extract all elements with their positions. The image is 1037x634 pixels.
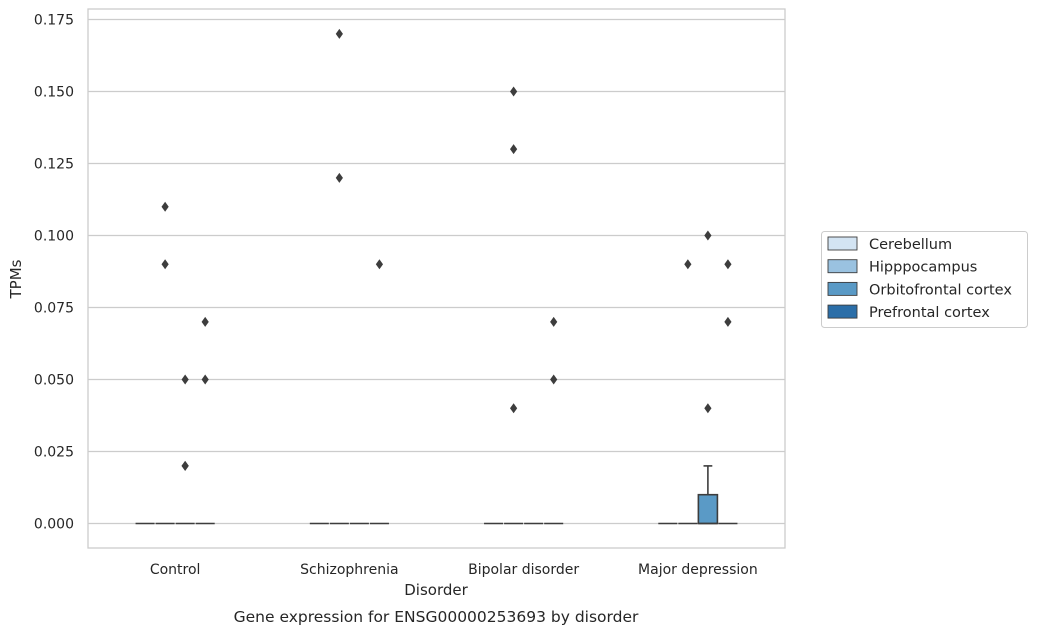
y-axis-label: TPMs bbox=[7, 259, 25, 299]
outlier-point bbox=[375, 259, 384, 270]
x-axis: Control Schizophrenia Bipolar disorder Majo… bbox=[150, 562, 758, 578]
plot-frame bbox=[87, 8, 786, 549]
box-hipppocampus bbox=[329, 28, 349, 525]
y-tick-label: 0.075 bbox=[34, 301, 74, 317]
outlier-point bbox=[724, 316, 732, 327]
outlier-point bbox=[704, 230, 712, 241]
y-tick-label: 0.000 bbox=[34, 517, 74, 533]
x-tick-label: Bipolar disorder bbox=[468, 562, 579, 578]
box-orbitofrontal-cortex bbox=[175, 374, 195, 525]
box-hipppocampus bbox=[504, 86, 524, 525]
boxes-layer bbox=[135, 28, 738, 525]
outlier-point bbox=[161, 201, 169, 212]
outlier-point bbox=[181, 460, 189, 471]
y-tick-label: 0.150 bbox=[34, 85, 74, 101]
legend-swatch bbox=[827, 281, 858, 296]
outlier-point bbox=[201, 316, 209, 327]
box-prefrontal-cortex bbox=[195, 316, 215, 525]
legend-swatch bbox=[827, 304, 858, 319]
outlier-point bbox=[704, 403, 712, 414]
legend-label: Hipppocampus bbox=[869, 260, 977, 276]
box-hipppocampus bbox=[155, 201, 175, 525]
x-tick-label: Major depression bbox=[638, 562, 758, 578]
outlier-point bbox=[181, 374, 189, 385]
outlier-point bbox=[201, 374, 209, 385]
outlier-point bbox=[161, 259, 169, 270]
box bbox=[697, 493, 719, 525]
outlier-point bbox=[510, 144, 518, 155]
outlier-point bbox=[510, 403, 518, 414]
box-prefrontal-cortex bbox=[718, 259, 738, 525]
y-tick-label: 0.100 bbox=[34, 229, 74, 245]
outlier-point bbox=[684, 259, 692, 270]
x-axis-label: Disorder bbox=[404, 581, 468, 599]
y-tick-label: 0.175 bbox=[34, 13, 74, 29]
y-tick-label: 0.125 bbox=[34, 157, 74, 173]
box-prefrontal-cortex bbox=[544, 316, 564, 525]
legend: Cerebellum Hipppocampus Orbitofrontal cort… bbox=[821, 231, 1028, 328]
x-tick-label: Schizophrenia bbox=[300, 562, 398, 578]
x-tick-label: Control bbox=[150, 562, 201, 578]
outlier-point bbox=[335, 172, 343, 183]
outlier-point bbox=[550, 374, 558, 385]
legend-box bbox=[821, 231, 1028, 328]
legend-label: Cerebellum bbox=[869, 237, 952, 253]
outlier-point bbox=[724, 259, 732, 270]
plot-background bbox=[88, 9, 785, 548]
y-axis: 0.000 0.025 0.050 0.075 0.100 0.125 0.150 0.175 bbox=[34, 13, 74, 533]
legend-swatch bbox=[827, 236, 858, 251]
box-orbitofrontal-cortex bbox=[697, 230, 719, 525]
legend-label: Orbitofrontal cortex bbox=[869, 282, 1012, 298]
y-tick-label: 0.025 bbox=[34, 445, 74, 461]
outlier-point bbox=[550, 316, 558, 327]
outlier-point bbox=[335, 28, 343, 39]
chart-title: Gene expression for ENSG00000253693 by d… bbox=[234, 608, 639, 626]
legend-label: Prefrontal cortex bbox=[869, 305, 990, 321]
y-tick-label: 0.050 bbox=[34, 373, 74, 389]
box-prefrontal-cortex bbox=[369, 259, 389, 525]
legend-swatch bbox=[827, 259, 858, 274]
box-hipppocampus bbox=[678, 259, 698, 525]
outlier-point bbox=[510, 86, 518, 97]
